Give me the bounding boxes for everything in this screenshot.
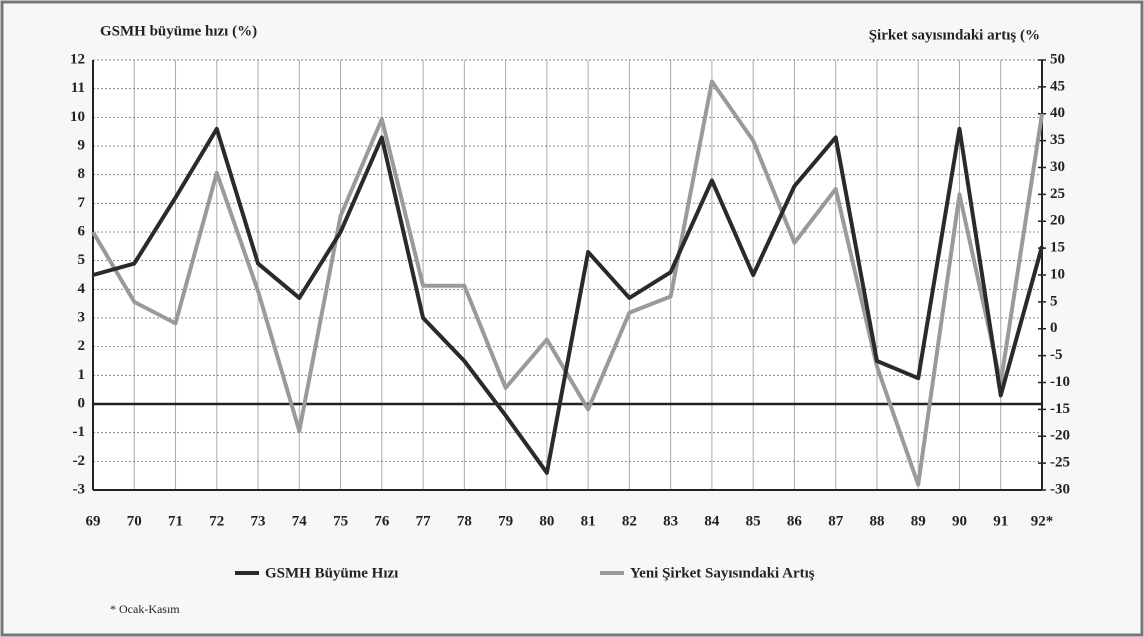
y-tick-label: 4 [78, 281, 86, 297]
x-tick-label: 78 [457, 513, 472, 529]
y-tick-label: 3 [78, 309, 86, 325]
x-tick-label: 76 [374, 513, 390, 529]
y-tick-label: 1 [78, 367, 86, 383]
x-tick-label: 89 [911, 513, 926, 529]
x-tick-label: 83 [663, 513, 678, 529]
y2-tick-label: 35 [1050, 132, 1065, 148]
y2-tick-label: 50 [1050, 51, 1065, 67]
y-tick-label: 2 [78, 338, 86, 354]
x-tick-label: 70 [127, 513, 142, 529]
y-tick-label: 8 [78, 166, 86, 182]
x-tick-label: 80 [539, 513, 554, 529]
y-tick-label: 12 [70, 51, 85, 67]
y2-tick-label: -30 [1050, 481, 1070, 497]
x-tick-label: 73 [251, 513, 266, 529]
y-tick-label: 0 [78, 395, 86, 411]
footnote: * Ocak-Kasım [110, 602, 180, 616]
y2-tick-label: 25 [1050, 186, 1065, 202]
y-tick-label: -3 [73, 481, 86, 497]
y-tick-label: 9 [78, 137, 86, 153]
right-axis-title: Şirket sayısındaki artış (% [869, 27, 1040, 43]
y2-tick-label: -20 [1050, 428, 1070, 444]
y2-tick-label: 30 [1050, 159, 1065, 175]
x-tick-label: 85 [746, 513, 761, 529]
y2-tick-label: -10 [1050, 374, 1070, 390]
y-tick-label: 5 [78, 252, 86, 268]
x-tick-label: 91 [993, 513, 1008, 529]
y2-tick-label: 20 [1050, 213, 1065, 229]
x-tick-label: 74 [292, 513, 308, 529]
y-tick-label: -1 [73, 424, 86, 440]
x-tick-label: 84 [704, 513, 720, 529]
y-tick-label: 6 [78, 223, 86, 239]
y2-tick-label: 15 [1050, 240, 1065, 256]
y2-tick-label: 10 [1050, 266, 1065, 282]
legend-label: Yeni Şirket Sayısındaki Artış [630, 565, 815, 581]
y2-tick-label: -5 [1050, 347, 1063, 363]
y2-tick-label: 45 [1050, 78, 1065, 94]
y2-tick-label: -25 [1050, 455, 1070, 471]
y-tick-label: 10 [70, 109, 85, 125]
x-tick-label: 79 [498, 513, 513, 529]
x-tick-label: 75 [333, 513, 348, 529]
x-tick-label: 90 [952, 513, 967, 529]
y-tick-label: -2 [73, 453, 86, 469]
x-tick-label: 69 [86, 513, 101, 529]
y2-tick-label: 5 [1050, 293, 1058, 309]
series-line [92, 126, 1044, 475]
x-tick-label: 88 [869, 513, 884, 529]
x-tick-label: 87 [828, 513, 844, 529]
x-tick-label: 92* [1031, 513, 1054, 529]
y2-tick-label: -15 [1050, 401, 1070, 417]
series-line [91, 79, 1044, 487]
x-tick-label: 81 [581, 513, 596, 529]
left-axis-title: GSMH büyüme hızı (%) [100, 23, 257, 39]
y2-tick-label: 0 [1050, 320, 1058, 336]
x-tick-label: 72 [209, 513, 224, 529]
x-tick-label: 77 [416, 513, 432, 529]
y-tick-label: 11 [71, 80, 85, 96]
legend-label: GSMH Büyüme Hızı [265, 565, 398, 581]
x-tick-label: 86 [787, 513, 803, 529]
y2-tick-label: 40 [1050, 105, 1065, 121]
x-tick-label: 71 [168, 513, 183, 529]
x-tick-label: 82 [622, 513, 637, 529]
y-tick-label: 7 [78, 195, 86, 211]
